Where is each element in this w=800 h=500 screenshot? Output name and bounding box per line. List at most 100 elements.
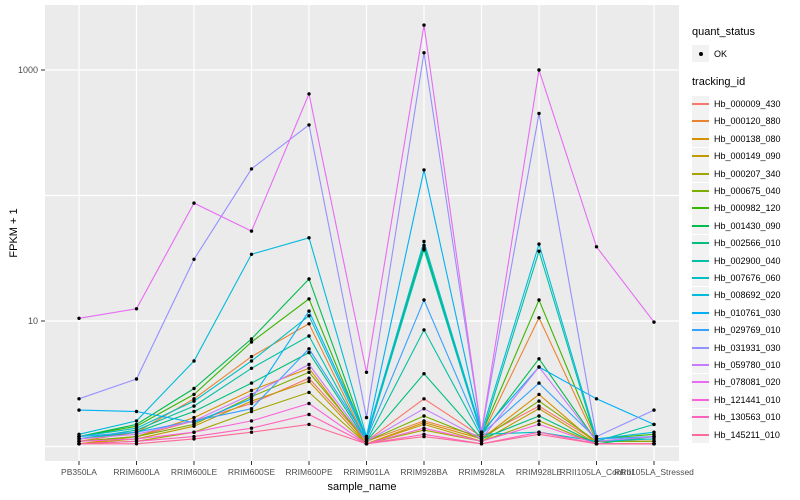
- legend-item-label: Hb_000675_040: [714, 186, 781, 197]
- legend-item-Hb_000982_120: Hb_000982_120: [692, 199, 800, 217]
- data-point: [537, 357, 541, 361]
- legend: quant_status OK tracking_id Hb_000009_43…: [692, 26, 800, 443]
- data-point: [307, 401, 311, 406]
- data-point: [537, 381, 541, 385]
- legend-item-Hb_059780_010: Hb_059780_010: [692, 356, 800, 374]
- data-point: [307, 314, 311, 318]
- data-point: [249, 167, 254, 171]
- legend-item-label: Hb_000207_340: [714, 168, 781, 179]
- data-point: [307, 376, 311, 380]
- line-key-icon: [692, 269, 709, 287]
- x-tick-label: RRII105LA_Stressed: [614, 467, 694, 477]
- data-point: [537, 111, 541, 116]
- legend-item-Hb_000120_880: Hb_000120_880: [692, 112, 800, 130]
- point-key-icon: [692, 45, 709, 63]
- line-key-icon: [692, 356, 709, 374]
- data-point: [422, 372, 426, 376]
- data-point: [422, 243, 426, 248]
- data-point: [77, 439, 81, 443]
- data-point: [537, 68, 541, 72]
- legend-tracking-items: Hb_000009_430 Hb_000120_880 Hb_000138_080 H…: [692, 95, 800, 443]
- y-tick-label: 1000: [18, 65, 38, 75]
- data-point: [479, 439, 484, 443]
- data-point: [364, 370, 369, 374]
- data-point: [192, 386, 196, 391]
- data-point: [307, 370, 311, 374]
- data-point: [249, 337, 254, 341]
- legend-item-label: Hb_130563_010: [714, 412, 781, 423]
- data-point: [422, 298, 426, 302]
- data-point: [192, 419, 196, 423]
- data-point: [249, 252, 254, 256]
- data-point: [307, 334, 311, 338]
- data-point: [594, 442, 599, 446]
- data-point: [249, 426, 254, 430]
- data-point: [307, 350, 311, 355]
- data-point: [537, 414, 541, 418]
- data-point: [249, 388, 254, 393]
- data-point: [537, 392, 541, 397]
- data-point: [422, 168, 426, 172]
- legend-item-Hb_121441_010: Hb_121441_010: [692, 391, 800, 409]
- data-point: [307, 297, 311, 301]
- data-point: [249, 229, 254, 233]
- legend-quant-status-title: quant_status: [692, 26, 755, 38]
- data-point: [594, 245, 599, 249]
- legend-item-Hb_130563_010: Hb_130563_010: [692, 408, 800, 426]
- x-tick-label: RRIM600LA: [113, 467, 160, 477]
- line-key-icon: [692, 234, 709, 252]
- data-point: [77, 442, 81, 446]
- legend-item-label: Hb_029769_010: [714, 325, 781, 336]
- data-point: [134, 307, 139, 311]
- data-point: [134, 426, 139, 430]
- data-point: [192, 359, 196, 363]
- legend-item-Hb_145211_010: Hb_145211_010: [692, 426, 800, 443]
- x-tick-label: RRII105LA_Control: [560, 467, 634, 477]
- data-point: [594, 439, 599, 443]
- data-point: [479, 430, 484, 434]
- legend-item-Hb_002566_010: Hb_002566_010: [692, 234, 800, 252]
- x-tick-label: RRIM600SE: [228, 467, 276, 477]
- line-key-icon: [692, 373, 709, 391]
- data-point: [77, 397, 81, 401]
- line-key-icon: [692, 112, 709, 130]
- legend-item-Hb_007676_060: Hb_007676_060: [692, 269, 800, 287]
- legend-item-Hb_001430_090: Hb_001430_090: [692, 217, 800, 235]
- legend-item-label: Hb_121441_010: [714, 394, 781, 405]
- data-point: [652, 439, 656, 443]
- legend-item-Hb_002900_040: Hb_002900_040: [692, 252, 800, 270]
- legend-item-ok: OK: [692, 45, 800, 63]
- legend-item-Hb_008692_020: Hb_008692_020: [692, 286, 800, 304]
- data-point: [422, 426, 426, 430]
- data-point: [249, 397, 254, 401]
- data-point: [307, 422, 311, 427]
- data-point: [364, 439, 369, 443]
- line-key-icon: [692, 182, 709, 200]
- x-tick-label: RRIM901LA: [343, 467, 390, 477]
- legend-item-Hb_000009_430: Hb_000009_430: [692, 95, 800, 113]
- x-tick-label: RRIM928BA: [400, 467, 448, 477]
- y-axis-title: FPKM + 1: [8, 208, 20, 258]
- data-point: [249, 407, 254, 411]
- data-point: [134, 422, 139, 427]
- data-point: [537, 407, 541, 411]
- legend-item-Hb_000138_080: Hb_000138_080: [692, 130, 800, 148]
- data-point: [537, 419, 541, 423]
- data-point: [652, 442, 656, 446]
- data-point: [537, 432, 541, 436]
- data-point: [192, 430, 196, 434]
- data-point: [422, 328, 426, 332]
- data-point: [192, 404, 196, 408]
- data-point: [249, 401, 254, 406]
- data-point: [192, 392, 196, 397]
- data-point: [192, 409, 196, 414]
- data-point: [307, 379, 311, 384]
- data-point: [594, 397, 599, 401]
- x-axis-title: sample_name: [327, 481, 397, 493]
- legend-item-label: Hb_010761_030: [714, 307, 781, 318]
- data-point: [537, 404, 541, 408]
- legend-item-label: Hb_001430_090: [714, 220, 781, 231]
- data-point: [537, 249, 541, 253]
- data-point: [134, 419, 139, 423]
